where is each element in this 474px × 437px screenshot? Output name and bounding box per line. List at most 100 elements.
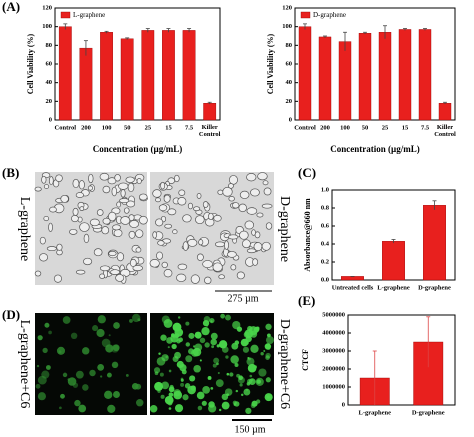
fluorescent-spot — [125, 374, 129, 377]
cell — [135, 229, 144, 238]
fluorescent-spot — [245, 335, 252, 343]
cell — [128, 230, 136, 239]
fluorescent-spot — [60, 393, 65, 399]
cell — [228, 195, 235, 202]
fluorescent-spot — [199, 337, 206, 344]
cell — [116, 252, 125, 262]
fluorescent-spot — [250, 344, 259, 353]
cell — [114, 174, 121, 182]
fluorescent-spot — [260, 352, 264, 356]
fluorescent-spot — [249, 374, 253, 378]
fluorescent-spot — [75, 370, 84, 379]
y-axis-label: CTCF — [301, 349, 310, 371]
fluorescent-spot — [113, 391, 120, 398]
panel-label: (E) — [298, 293, 315, 308]
x-tick-label: 25 — [382, 124, 389, 131]
fluorescent-spot — [235, 389, 239, 393]
cell — [261, 241, 271, 251]
fluorescent-spot — [180, 378, 184, 382]
fluorescent-spot — [188, 332, 195, 339]
cell — [120, 189, 126, 198]
cell — [39, 253, 49, 262]
cell — [83, 257, 93, 266]
cell — [177, 197, 187, 206]
fluorescent-spot — [136, 399, 144, 407]
cell — [190, 274, 200, 284]
fluorescent-spot — [197, 405, 203, 411]
cell — [101, 226, 110, 235]
cell — [111, 186, 118, 197]
fluorescent-spot — [184, 383, 191, 389]
fluorescent-spot — [108, 334, 111, 337]
y-tick-label: 4000000 — [322, 329, 345, 336]
fluorescent-spot — [173, 389, 181, 397]
y-tick-label: 100 — [42, 23, 52, 30]
fluorescent-spot — [204, 342, 210, 348]
fluorescent-spot — [239, 383, 243, 387]
fluorescent-spot — [37, 335, 43, 341]
cell — [119, 198, 130, 204]
fluorescent-spot — [168, 392, 174, 398]
y-tick-label: 40 — [286, 79, 293, 86]
cell — [139, 193, 148, 201]
micrograph-panel — [34, 172, 274, 285]
fluorescent-spot — [149, 404, 158, 413]
fluorescent-spot — [157, 389, 161, 393]
fluorescent-spot — [199, 359, 202, 362]
x-axis-label: Concentration (µg/mL) — [93, 144, 182, 154]
fluorescent-spot — [211, 345, 215, 349]
fluorescent-spot — [234, 362, 239, 367]
cell — [75, 192, 84, 198]
fluorescent-spot — [179, 364, 187, 372]
bar — [423, 205, 446, 281]
fluorescent-spot — [212, 363, 217, 368]
cell — [132, 265, 143, 272]
cell — [93, 248, 103, 257]
x-tick-label: L-graphene — [359, 409, 392, 416]
fluorescent-spot — [160, 394, 165, 399]
cell — [155, 197, 161, 203]
cell — [239, 190, 250, 199]
fluorescent-spot — [154, 381, 164, 391]
cell — [118, 182, 129, 190]
fluorescent-spot — [188, 348, 195, 355]
fluorescent-spot — [171, 343, 177, 350]
bar — [418, 29, 432, 121]
fluorescent-spot — [106, 372, 112, 378]
cell — [83, 233, 90, 244]
cell — [48, 222, 53, 232]
cell — [72, 207, 79, 216]
cell — [253, 242, 263, 252]
fluorescent-spot — [193, 364, 201, 373]
fluorescent-spot — [177, 316, 181, 319]
fluorescent-spot — [62, 372, 68, 378]
cell — [88, 173, 94, 184]
x-tick-label: 100 — [340, 124, 350, 131]
fluorescent-spot — [265, 377, 271, 383]
fluorescent-spot — [221, 346, 229, 353]
x-tick-label: 50 — [362, 124, 369, 131]
cell — [244, 220, 255, 230]
y-axis-label: Cell Viability (%) — [26, 33, 35, 94]
y-tick-label: 120 — [282, 4, 292, 11]
fluorescent-spot — [236, 373, 241, 378]
x-tick-label: Control — [294, 124, 316, 131]
cell — [78, 180, 85, 190]
cell — [43, 215, 50, 222]
cell — [228, 175, 238, 185]
cell — [161, 261, 168, 269]
x-tick-label: 7.5 — [421, 124, 430, 131]
panel-label: (A) — [2, 0, 20, 14]
cell — [41, 175, 47, 184]
fluorescence-panel — [35, 313, 274, 415]
bar — [341, 276, 364, 281]
fluorescent-spot — [192, 347, 202, 357]
y-tick-label: 0.6 — [321, 222, 330, 229]
bar — [182, 30, 196, 121]
fluorescent-spot — [92, 325, 99, 332]
fluorescent-spot — [44, 322, 50, 328]
cell — [252, 258, 259, 266]
bar — [120, 38, 134, 121]
image-label: L-graphene+C6 — [17, 320, 32, 409]
image-label: L-graphene — [17, 197, 32, 262]
